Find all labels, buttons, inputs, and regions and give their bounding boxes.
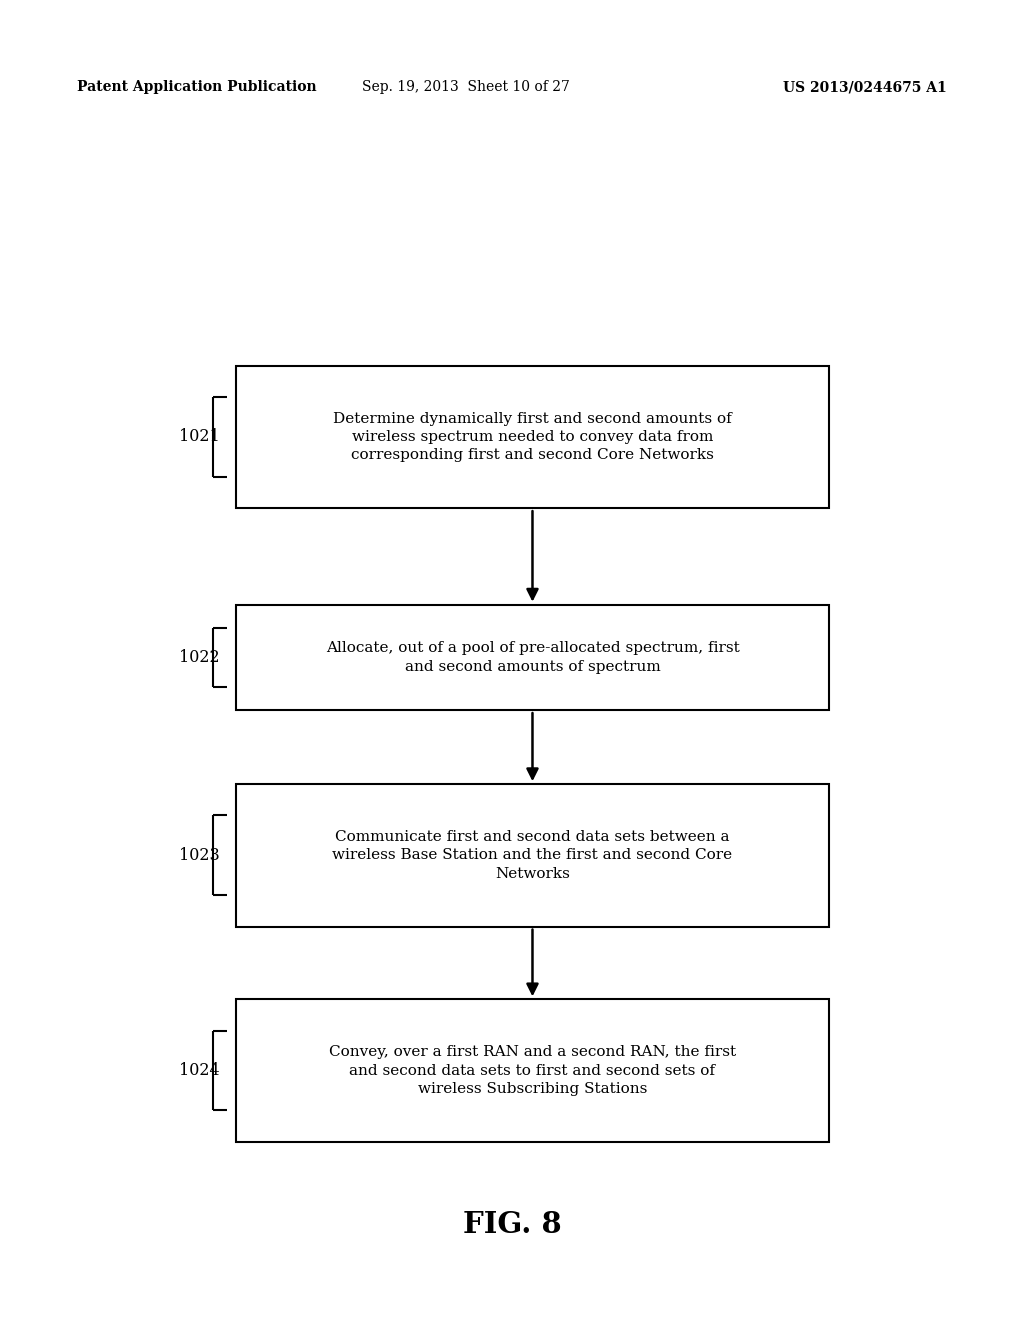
Text: Determine dynamically first and second amounts of
wireless spectrum needed to co: Determine dynamically first and second a… [333, 412, 732, 462]
FancyBboxPatch shape [236, 784, 829, 927]
Text: US 2013/0244675 A1: US 2013/0244675 A1 [783, 81, 947, 94]
Text: 1024: 1024 [179, 1063, 220, 1078]
Text: 1021: 1021 [179, 429, 220, 445]
Text: Communicate first and second data sets between a
wireless Base Station and the f: Communicate first and second data sets b… [333, 830, 732, 880]
FancyBboxPatch shape [236, 605, 829, 710]
Text: 1022: 1022 [179, 649, 220, 665]
Text: Sep. 19, 2013  Sheet 10 of 27: Sep. 19, 2013 Sheet 10 of 27 [361, 81, 570, 94]
Text: Convey, over a first RAN and a second RAN, the first
and second data sets to fir: Convey, over a first RAN and a second RA… [329, 1045, 736, 1096]
Text: Patent Application Publication: Patent Application Publication [77, 81, 316, 94]
Text: FIG. 8: FIG. 8 [463, 1210, 561, 1239]
FancyBboxPatch shape [236, 999, 829, 1142]
FancyBboxPatch shape [236, 366, 829, 508]
Text: 1023: 1023 [179, 847, 220, 863]
Text: Allocate, out of a pool of pre-allocated spectrum, first
and second amounts of s: Allocate, out of a pool of pre-allocated… [326, 642, 739, 673]
